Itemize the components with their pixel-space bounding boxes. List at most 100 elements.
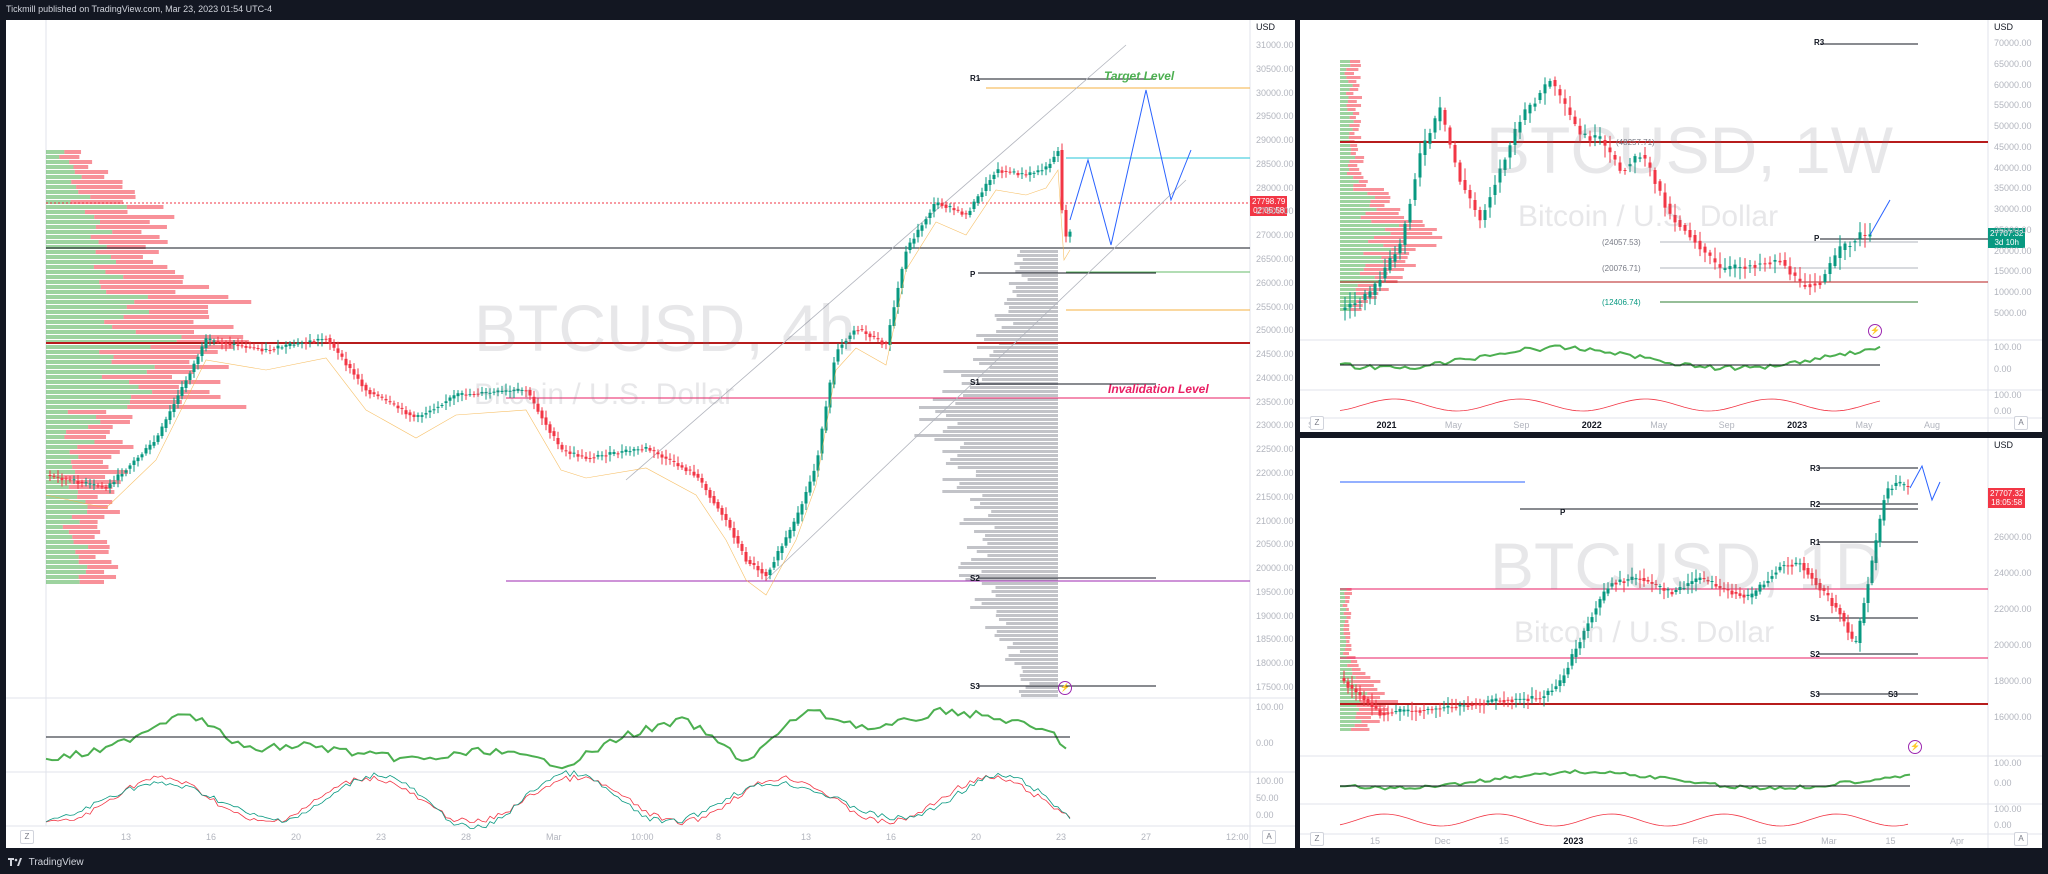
candle-body — [596, 455, 600, 457]
candle-body — [316, 338, 320, 341]
volume-profile-bar-up — [1340, 660, 1351, 663]
volume-profile-bar-down — [146, 370, 194, 374]
volume-profile-bar — [995, 594, 1058, 597]
candle-body — [1450, 707, 1454, 709]
candle-body — [1803, 285, 1807, 287]
volume-profile-bar-up — [46, 390, 153, 394]
candle-body — [324, 338, 328, 340]
volume-profile-bar-up — [46, 510, 88, 514]
candle-body — [516, 388, 520, 391]
candle-body — [1498, 168, 1502, 183]
candle-body — [1618, 579, 1622, 582]
price-axis-label: 24500.00 — [1256, 349, 1294, 360]
volume-profile-bar-up — [1340, 128, 1353, 131]
candle-body — [744, 552, 748, 562]
candle-body — [1882, 500, 1886, 521]
volume-profile-bar-up — [1340, 172, 1347, 175]
time-axis-label: 15 — [1370, 836, 1381, 846]
candle-body — [864, 331, 868, 334]
volume-profile-bar-up — [1340, 708, 1360, 711]
candle-body — [1574, 648, 1578, 657]
time-axis-label: Apr — [1950, 836, 1965, 846]
candle-body — [1783, 260, 1787, 266]
chart-canvas-1d[interactable] — [1300, 438, 2042, 848]
z-button[interactable]: Z — [1310, 416, 1324, 430]
volume-profile-bar-down — [1349, 168, 1360, 171]
z-button[interactable]: Z — [20, 830, 34, 844]
candle-body — [1048, 163, 1052, 168]
chart-panel-1w[interactable]: BTCUSD, 1W Bitcoin / U.S. Dollar R3 P (4… — [1300, 20, 2042, 432]
candle-body — [756, 566, 760, 571]
candle-body — [468, 394, 472, 396]
price-axis-label: 65000.00 — [1994, 58, 2032, 69]
chart-panel-4h[interactable]: BTCUSD, 4h Bitcoin / U.S. Dollar Target … — [6, 20, 1295, 848]
volume-profile-bar-up — [46, 335, 182, 339]
volume-profile-bar-down — [1351, 148, 1359, 151]
candle-body — [268, 350, 272, 351]
volume-profile-bar — [1020, 678, 1058, 681]
volume-profile-bar — [1021, 274, 1058, 277]
volume-profile-bar — [1018, 690, 1058, 693]
candle-body — [548, 424, 552, 433]
volume-profile-bar — [943, 370, 1058, 373]
volume-profile-bar-up — [46, 525, 63, 529]
candle-body — [152, 442, 156, 446]
chart-canvas-1w[interactable] — [1300, 20, 2042, 432]
candle-body — [1838, 608, 1842, 615]
volume-profile-bar-down — [1360, 216, 1405, 219]
event-bolt-icon[interactable]: ⚡ — [1058, 681, 1072, 695]
volume-profile-bar-up — [46, 230, 113, 234]
auto-scale-button[interactable]: A — [2014, 416, 2028, 430]
volume-profile-bar-down — [1349, 88, 1359, 91]
candle-body — [72, 479, 76, 481]
candle-body — [1823, 274, 1827, 282]
candle-body — [624, 449, 628, 452]
time-axis-label: 2023 — [1563, 836, 1584, 846]
candle-body — [1583, 133, 1587, 135]
volume-profile-bar — [1027, 278, 1058, 281]
price-axis-label: 24000.00 — [1994, 568, 2032, 578]
watermark-description: Bitcoin / U.S. Dollar — [1514, 616, 1775, 649]
volume-profile-bar — [950, 458, 1058, 461]
volume-profile-bar-down — [1344, 620, 1349, 623]
chart-panel-1d[interactable]: BTCUSD, 1D Bitcoin / U.S. Dollar R3 R2 P… — [1300, 438, 2042, 848]
z-button[interactable]: Z — [1310, 832, 1324, 846]
volume-profile-bar — [982, 538, 1058, 541]
volume-profile-bar-down — [1391, 248, 1416, 251]
price-axis-label: 21000.00 — [1256, 515, 1294, 526]
candle-body — [1012, 171, 1016, 173]
volume-profile-bar-up — [1340, 728, 1351, 731]
candle-body — [1582, 630, 1586, 640]
volume-profile-bar — [984, 338, 1058, 341]
candle-body — [216, 341, 220, 343]
candle-body — [1813, 283, 1817, 286]
volume-profile-bar-down — [1348, 96, 1362, 99]
candle-body — [1513, 128, 1517, 145]
candle-body — [1788, 266, 1792, 275]
candle-body — [160, 426, 164, 436]
event-bolt-icon[interactable]: ⚡ — [1868, 324, 1882, 338]
candle-body — [1673, 215, 1677, 223]
auto-scale-button[interactable]: A — [2014, 832, 2028, 846]
volume-profile-bar — [996, 610, 1058, 613]
price-axis-label: 29000.00 — [1256, 135, 1294, 146]
candle-body — [1566, 667, 1570, 675]
candle-body — [1350, 685, 1354, 689]
volume-profile-bar-up — [1340, 148, 1352, 151]
volume-profile-bar-up — [46, 250, 96, 254]
candle-body — [1578, 642, 1582, 649]
auto-scale-button[interactable]: A — [1262, 830, 1276, 844]
candle-body — [1354, 688, 1358, 693]
candle-body — [1008, 171, 1012, 173]
volume-profile-bar — [1012, 642, 1058, 645]
event-bolt-icon[interactable]: ⚡ — [1908, 740, 1922, 754]
volume-profile-bar-down — [1365, 212, 1399, 215]
volume-profile-bar-down — [1352, 84, 1360, 87]
candle-body — [1458, 162, 1462, 182]
candle-body — [996, 169, 1000, 173]
candle-body — [416, 415, 420, 417]
volume-profile-bar — [942, 490, 1058, 493]
chart-canvas-4h[interactable] — [6, 20, 1295, 848]
candle-body — [1730, 590, 1734, 595]
rsi-axis-label: 100.00 — [1994, 758, 2022, 768]
